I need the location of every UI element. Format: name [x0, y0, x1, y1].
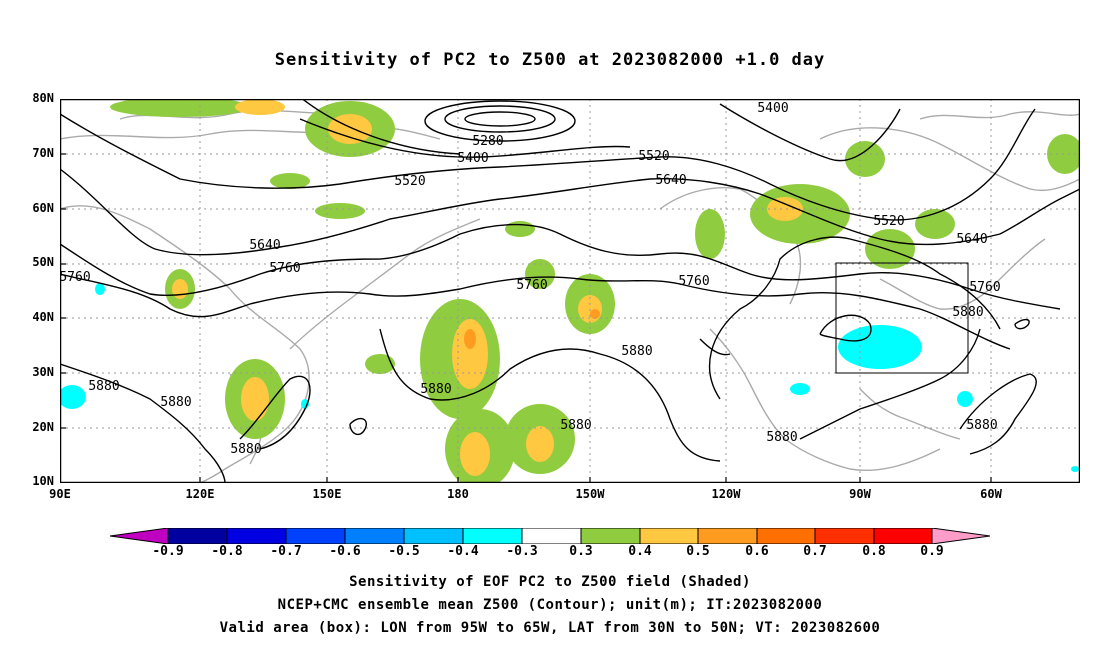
- z500-contours: [60, 99, 1080, 483]
- colorbar-swatch: [522, 528, 581, 544]
- colorbar-label: 0.6: [745, 544, 769, 559]
- positive-shading-green: [110, 99, 1080, 483]
- graticule: [60, 99, 1080, 483]
- colorbar-label: 0.3: [569, 544, 593, 559]
- contour-label: 5880: [160, 395, 191, 410]
- lat-label-80n: 80N: [32, 91, 54, 105]
- lon-label-90e: 90E: [49, 487, 71, 501]
- positive-shading-orange: [464, 309, 600, 349]
- colorbar-label: 0.9: [920, 544, 944, 559]
- colorbar-swatch: [874, 528, 932, 544]
- colorbar-swatch: [757, 528, 815, 544]
- lon-label-60w: 60W: [980, 487, 1002, 501]
- colorbar-label: -0.8: [211, 544, 243, 559]
- map-frame: [60, 99, 1080, 483]
- contour-label: 5760: [60, 270, 91, 285]
- contour-label: 5760: [969, 280, 1000, 295]
- caption-line-1: Sensitivity of EOF PC2 to Z500 field (Sh…: [349, 574, 751, 590]
- colorbar-swatch: [345, 528, 404, 544]
- caption-line-3: Valid area (box): LON from 95W to 65W, L…: [219, 620, 881, 636]
- colorbar-label: 0.8: [862, 544, 886, 559]
- colorbar-label: -0.4: [447, 544, 479, 559]
- contour-label: 5880: [230, 442, 261, 457]
- valid-area-box: [835, 262, 969, 374]
- caption-line-2: NCEP+CMC ensemble mean Z500 (Contour); u…: [277, 597, 823, 613]
- contour-label: 5760: [269, 261, 300, 276]
- contour-label: 5520: [873, 214, 904, 229]
- contour-label: 5640: [655, 173, 686, 188]
- contour-label: 5880: [966, 418, 997, 433]
- colorbar-swatch: [110, 528, 168, 544]
- colorbar-swatch: [640, 528, 698, 544]
- colorbar-label: 0.7: [803, 544, 827, 559]
- contour-label: 5880: [766, 430, 797, 445]
- lon-label-150w: 150W: [575, 487, 605, 501]
- colorbar-swatch: [286, 528, 345, 544]
- contour-label: 5640: [956, 232, 987, 247]
- contour-label: 5880: [420, 382, 451, 397]
- lat-label-30n: 30N: [32, 365, 54, 379]
- lat-label-50n: 50N: [32, 255, 54, 269]
- contour-label: 5760: [678, 274, 709, 289]
- contour-label: 5880: [621, 344, 652, 359]
- contour-label: 5880: [88, 379, 119, 394]
- colorbar-swatch: [227, 528, 286, 544]
- colorbar-swatch: [815, 528, 874, 544]
- contour-labels: 5280 5400 5400 5520 5520 5520 5640 5640 …: [60, 101, 1001, 457]
- colorbar-swatches: [110, 528, 990, 544]
- colorbar-label: -0.6: [329, 544, 361, 559]
- colorbar-label: 0.4: [628, 544, 652, 559]
- tick-marks: [60, 99, 992, 483]
- lon-label-120e: 120E: [185, 487, 215, 501]
- colorbar-swatch: [463, 528, 522, 544]
- colorbar-swatch: [698, 528, 757, 544]
- lat-label-60n: 60N: [32, 201, 54, 215]
- lon-label-180: 180: [447, 487, 469, 501]
- map-panel: 5280 5400 5400 5520 5520 5520 5640 5640 …: [60, 99, 1080, 483]
- colorbar-label: -0.7: [270, 544, 302, 559]
- contour-label: 5640: [249, 238, 280, 253]
- lat-label-10n: 10N: [32, 474, 54, 488]
- lon-label-120w: 120W: [711, 487, 741, 501]
- contour-label: 5880: [560, 418, 591, 433]
- colorbar: -0.9 -0.8 -0.7 -0.6 -0.5 -0.4 -0.3 0.3 0…: [110, 528, 990, 568]
- contour-label: 5280: [472, 134, 503, 149]
- map-title: Sensitivity of PC2 to Z500 at 2023082000…: [274, 50, 826, 70]
- lat-label-20n: 20N: [32, 420, 54, 434]
- lon-label-150e: 150E: [312, 487, 342, 501]
- contour-label: 5400: [757, 101, 788, 116]
- lon-label-90w: 90W: [849, 487, 871, 501]
- negative-shading-cyan: [60, 283, 1079, 472]
- colorbar-swatch: [581, 528, 640, 544]
- colorbar-label: -0.3: [506, 544, 538, 559]
- lat-label-70n: 70N: [32, 146, 54, 160]
- colorbar-swatch: [168, 528, 227, 544]
- colorbar-label: -0.9: [152, 544, 184, 559]
- colorbar-label: 0.5: [686, 544, 710, 559]
- contour-label: 5880: [952, 305, 983, 320]
- sensitivity-map: 5280 5400 5400 5520 5520 5520 5640 5640 …: [60, 99, 1080, 483]
- lat-label-40n: 40N: [32, 310, 54, 324]
- colorbar-swatch: [932, 528, 990, 544]
- contour-label: 5760: [516, 278, 547, 293]
- colorbar-label: -0.5: [388, 544, 420, 559]
- contour-label: 5400: [457, 151, 488, 166]
- contour-label: 5520: [394, 174, 425, 189]
- contour-label: 5520: [638, 149, 669, 164]
- colorbar-swatch: [404, 528, 463, 544]
- positive-shading-yellow: [172, 99, 803, 476]
